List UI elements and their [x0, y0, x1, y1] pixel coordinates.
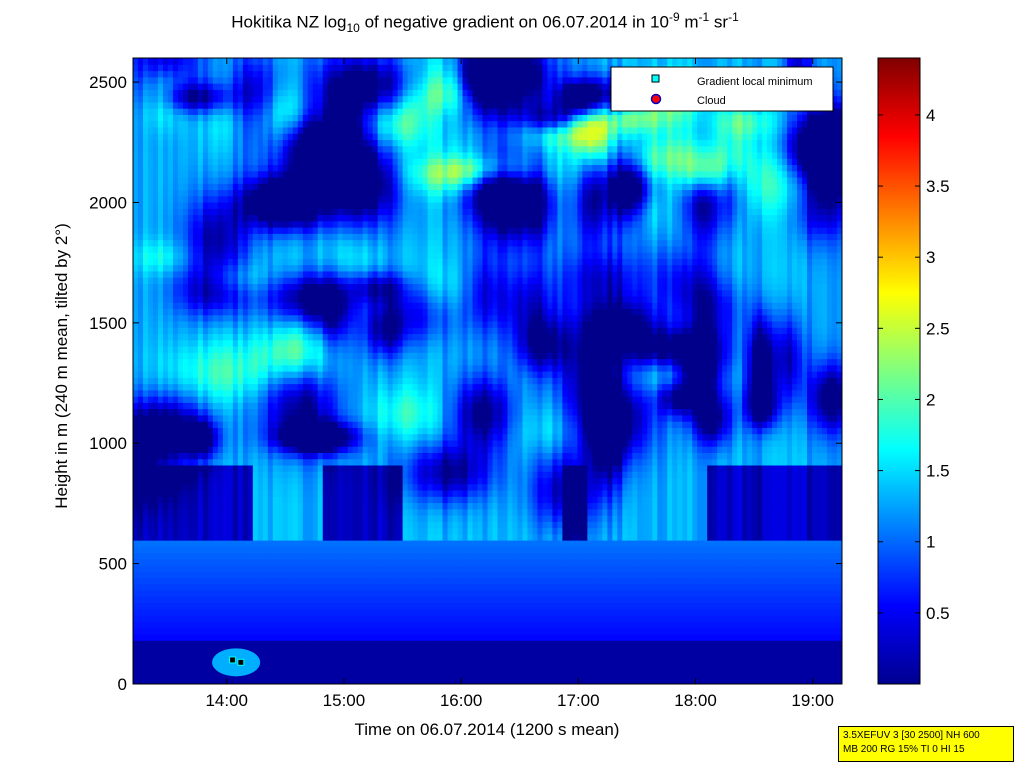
y-tick-label-4: 2000 [89, 193, 127, 212]
info-line-2: MB 200 RG 15% TI 0 HI 15 [843, 744, 965, 755]
info-line-1: 3.5XEFUV 3 [30 2500] NH 600 [843, 730, 980, 741]
y-tick-label-5: 2500 [89, 73, 127, 92]
y-axis-label: Height in m (240 m mean, tilted by 2°) [52, 223, 71, 509]
x-tick-label-5: 19:00 [791, 691, 834, 710]
colorbar-tick-label-1: 1 [926, 533, 935, 552]
y-axis: 0 500 1000 1500 2000 2500 [89, 73, 842, 694]
x-axis-label: Time on 06.07.2014 (1200 s mean) [355, 720, 620, 739]
colorbar-tick-label-4: 2.5 [926, 319, 950, 338]
legend-circle-icon [650, 93, 662, 105]
heatmap-image [133, 58, 842, 684]
y-tick-label-2: 1000 [89, 434, 127, 453]
gradient-minimum-marker-1 [237, 658, 245, 666]
legend-square-icon [651, 74, 660, 83]
colorbar-tick-label-0: 0.5 [926, 604, 950, 623]
colorbar [877, 57, 921, 685]
x-tick-label-0: 14:00 [205, 691, 248, 710]
y-tick-label-0: 0 [118, 675, 127, 694]
y-tick-label-1: 500 [99, 555, 127, 574]
x-tick-label-3: 17:00 [557, 691, 600, 710]
legend-label-cloud: Cloud [697, 95, 726, 107]
x-tick-label-2: 16:00 [440, 691, 483, 710]
chart-title: Hokitika NZ log10 of negative gradient o… [231, 10, 739, 36]
x-tick-label-4: 18:00 [674, 691, 717, 710]
x-tick-label-1: 15:00 [323, 691, 366, 710]
x-axis: 14:00 15:00 16:00 17:00 18:00 19:00 [205, 58, 834, 710]
colorbar-axis: 0.5 1 1.5 2 2.5 3 3.5 4 [878, 106, 950, 623]
legend-box [610, 66, 834, 112]
parameter-info-box: 3.5XEFUV 3 [30 2500] NH 600 MB 200 RG 15… [838, 726, 1014, 762]
gradient-minimum-markers [229, 656, 245, 666]
plot-frame [132, 57, 843, 685]
legend-label-minimum: Gradient local minimum [697, 76, 813, 88]
colorbar-tick-label-3: 2 [926, 390, 935, 409]
colorbar-tick-label-5: 3 [926, 248, 935, 267]
gradient-minimum-marker-0 [229, 656, 237, 664]
colorbar-tick-label-2: 1.5 [926, 462, 950, 481]
legend: Gradient local minimum Cloud [610, 66, 834, 112]
y-tick-label-3: 1500 [89, 314, 127, 333]
colorbar-tick-label-6: 3.5 [926, 177, 950, 196]
colorbar-tick-label-7: 4 [926, 106, 935, 125]
